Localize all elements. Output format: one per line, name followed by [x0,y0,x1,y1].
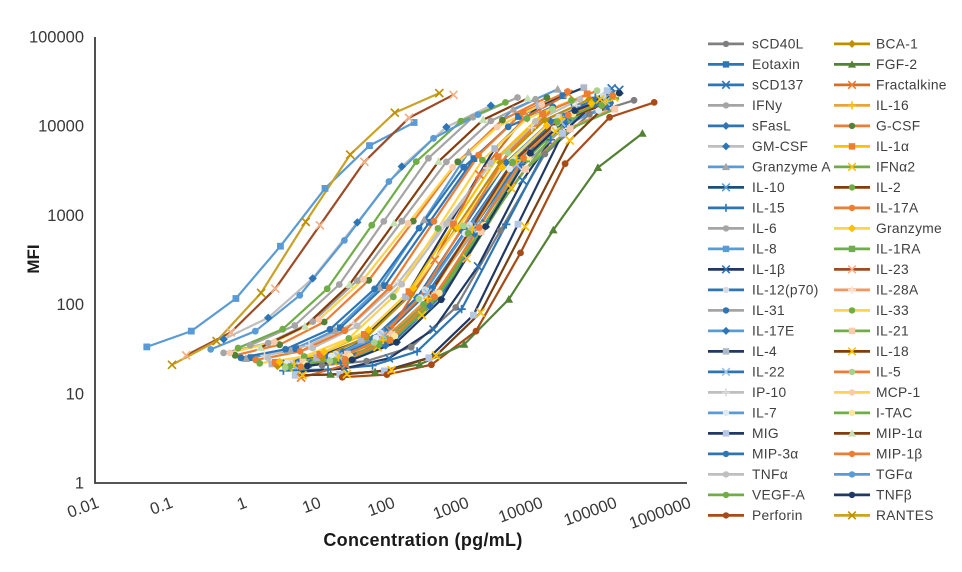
svg-text:IFNy: IFNy [752,98,782,113]
svg-text:IL-1RA: IL-1RA [876,242,921,257]
svg-text:TNFα: TNFα [752,467,788,482]
svg-text:IL-17A: IL-17A [876,201,919,216]
svg-text:10000: 10000 [38,118,84,136]
svg-text:10: 10 [66,385,84,403]
svg-text:IL-4: IL-4 [752,344,777,359]
svg-text:IL-2: IL-2 [876,180,901,195]
svg-text:IP-10: IP-10 [752,385,787,400]
svg-text:10: 10 [300,494,323,517]
svg-text:IL-28A: IL-28A [876,283,919,298]
svg-text:IL-23: IL-23 [876,262,909,277]
svg-text:TNFβ: TNFβ [876,488,912,503]
svg-text:IL-31: IL-31 [752,303,785,318]
svg-text:IL-18: IL-18 [876,344,909,359]
svg-text:Fractalkine: Fractalkine [876,78,947,93]
svg-text:Granzyme: Granzyme [876,221,942,236]
svg-text:MIG: MIG [752,426,779,441]
svg-text:IL-15: IL-15 [752,201,785,216]
svg-text:I-TAC: I-TAC [876,406,913,421]
svg-text:MIP-1β: MIP-1β [876,447,923,462]
svg-text:sCD40L: sCD40L [752,37,804,52]
svg-text:GM-CSF: GM-CSF [752,139,808,154]
svg-text:IL-12(p70): IL-12(p70) [752,283,819,298]
svg-text:MIP-1α: MIP-1α [876,426,923,441]
svg-text:IFNα2: IFNα2 [876,160,915,175]
svg-text:IL-1α: IL-1α [876,139,909,154]
svg-text:IL-16: IL-16 [876,98,909,113]
svg-text:BCA-1: BCA-1 [876,37,918,52]
svg-text:Granzyme A: Granzyme A [752,160,831,175]
svg-text:IL-8: IL-8 [752,242,777,257]
svg-text:1000: 1000 [47,207,84,225]
svg-text:MCP-1: MCP-1 [876,385,920,400]
svg-text:Perforin: Perforin [752,508,803,523]
svg-text:VEGF-A: VEGF-A [752,488,806,503]
svg-text:IL-17E: IL-17E [752,324,794,339]
svg-text:IL-22: IL-22 [752,365,785,380]
svg-text:Concentration (pg/mL): Concentration (pg/mL) [323,530,522,550]
svg-text:IL-6: IL-6 [752,221,777,236]
svg-text:IL-7: IL-7 [752,406,777,421]
svg-text:MFI: MFI [24,244,43,273]
svg-text:FGF-2: FGF-2 [876,57,917,72]
svg-text:IL-5: IL-5 [876,365,901,380]
svg-text:IL-1β: IL-1β [752,262,785,277]
svg-text:MIP-3α: MIP-3α [752,447,799,462]
svg-text:1: 1 [75,475,84,493]
svg-text:RANTES: RANTES [876,508,934,523]
svg-text:Eotaxin: Eotaxin [752,57,800,72]
svg-text:IL-21: IL-21 [876,324,909,339]
svg-text:IL-33: IL-33 [876,303,909,318]
svg-text:100000: 100000 [29,29,84,47]
svg-text:IL-10: IL-10 [752,180,785,195]
svg-text:sFasL: sFasL [752,119,791,134]
svg-text:TGFα: TGFα [876,467,913,482]
svg-text:100: 100 [56,296,84,314]
svg-text:G-CSF: G-CSF [876,119,920,134]
svg-text:sCD137: sCD137 [752,78,804,93]
